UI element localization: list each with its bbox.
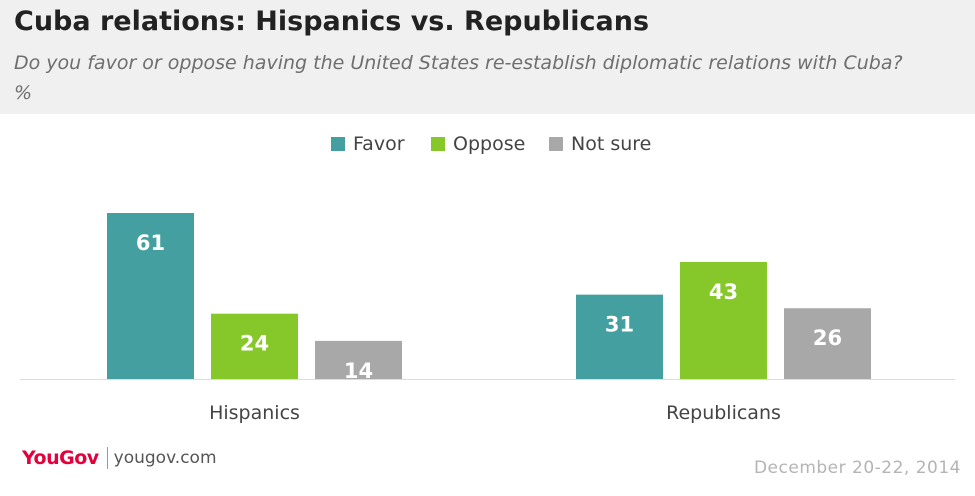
bar-chart: 61 24 14 Hispanics 31 43 26 Republicans bbox=[20, 213, 955, 424]
logo-wordmark: YouGov bbox=[22, 447, 99, 469]
legend-label-not-sure: Not sure bbox=[571, 133, 652, 155]
logo-divider bbox=[106, 447, 108, 469]
legend: Favor Oppose Not sure bbox=[0, 131, 975, 157]
website-link[interactable]: yougov.com bbox=[113, 448, 217, 468]
legend-swatch-oppose bbox=[431, 137, 445, 151]
legend-item-favor: Favor bbox=[331, 131, 405, 157]
legend-swatch-favor bbox=[331, 137, 345, 151]
survey-date: December 20-22, 2014 bbox=[753, 458, 961, 478]
legend-item-not-sure: Not sure bbox=[549, 131, 651, 157]
header-band: Cuba relations: Hispanics vs. Republican… bbox=[0, 0, 975, 114]
legend-label-oppose: Oppose bbox=[453, 133, 526, 155]
bar-hispanics-favor bbox=[107, 213, 194, 379]
legend-item-oppose: Oppose bbox=[431, 131, 525, 157]
category-label-hispanics: Hispanics bbox=[209, 402, 300, 424]
bar-republicans-not-sure bbox=[784, 308, 871, 379]
legend-label-favor: Favor bbox=[353, 133, 405, 155]
data-label-republicans-favor: 31 bbox=[605, 313, 634, 337]
bar-hispanics-not-sure bbox=[315, 340, 402, 379]
data-label-hispanics-not-sure: 14 bbox=[344, 359, 373, 383]
category-label-republicans: Republicans bbox=[666, 402, 781, 424]
bar-hispanics-oppose bbox=[211, 313, 298, 379]
data-label-hispanics-favor: 61 bbox=[136, 231, 165, 255]
data-label-republicans-not-sure: 26 bbox=[813, 326, 842, 350]
chart-subtitle: Do you favor or oppose having the United… bbox=[14, 52, 903, 104]
yougov-logo[interactable]: YouGov yougov.com bbox=[22, 446, 217, 470]
chart-title: Cuba relations: Hispanics vs. Republican… bbox=[14, 6, 650, 37]
data-label-hispanics-oppose: 24 bbox=[240, 332, 269, 356]
data-label-republicans-oppose: 43 bbox=[709, 280, 738, 304]
bar-republicans-oppose bbox=[680, 261, 767, 379]
bar-republicans-favor bbox=[576, 294, 663, 379]
legend-swatch-not-sure bbox=[549, 137, 563, 151]
